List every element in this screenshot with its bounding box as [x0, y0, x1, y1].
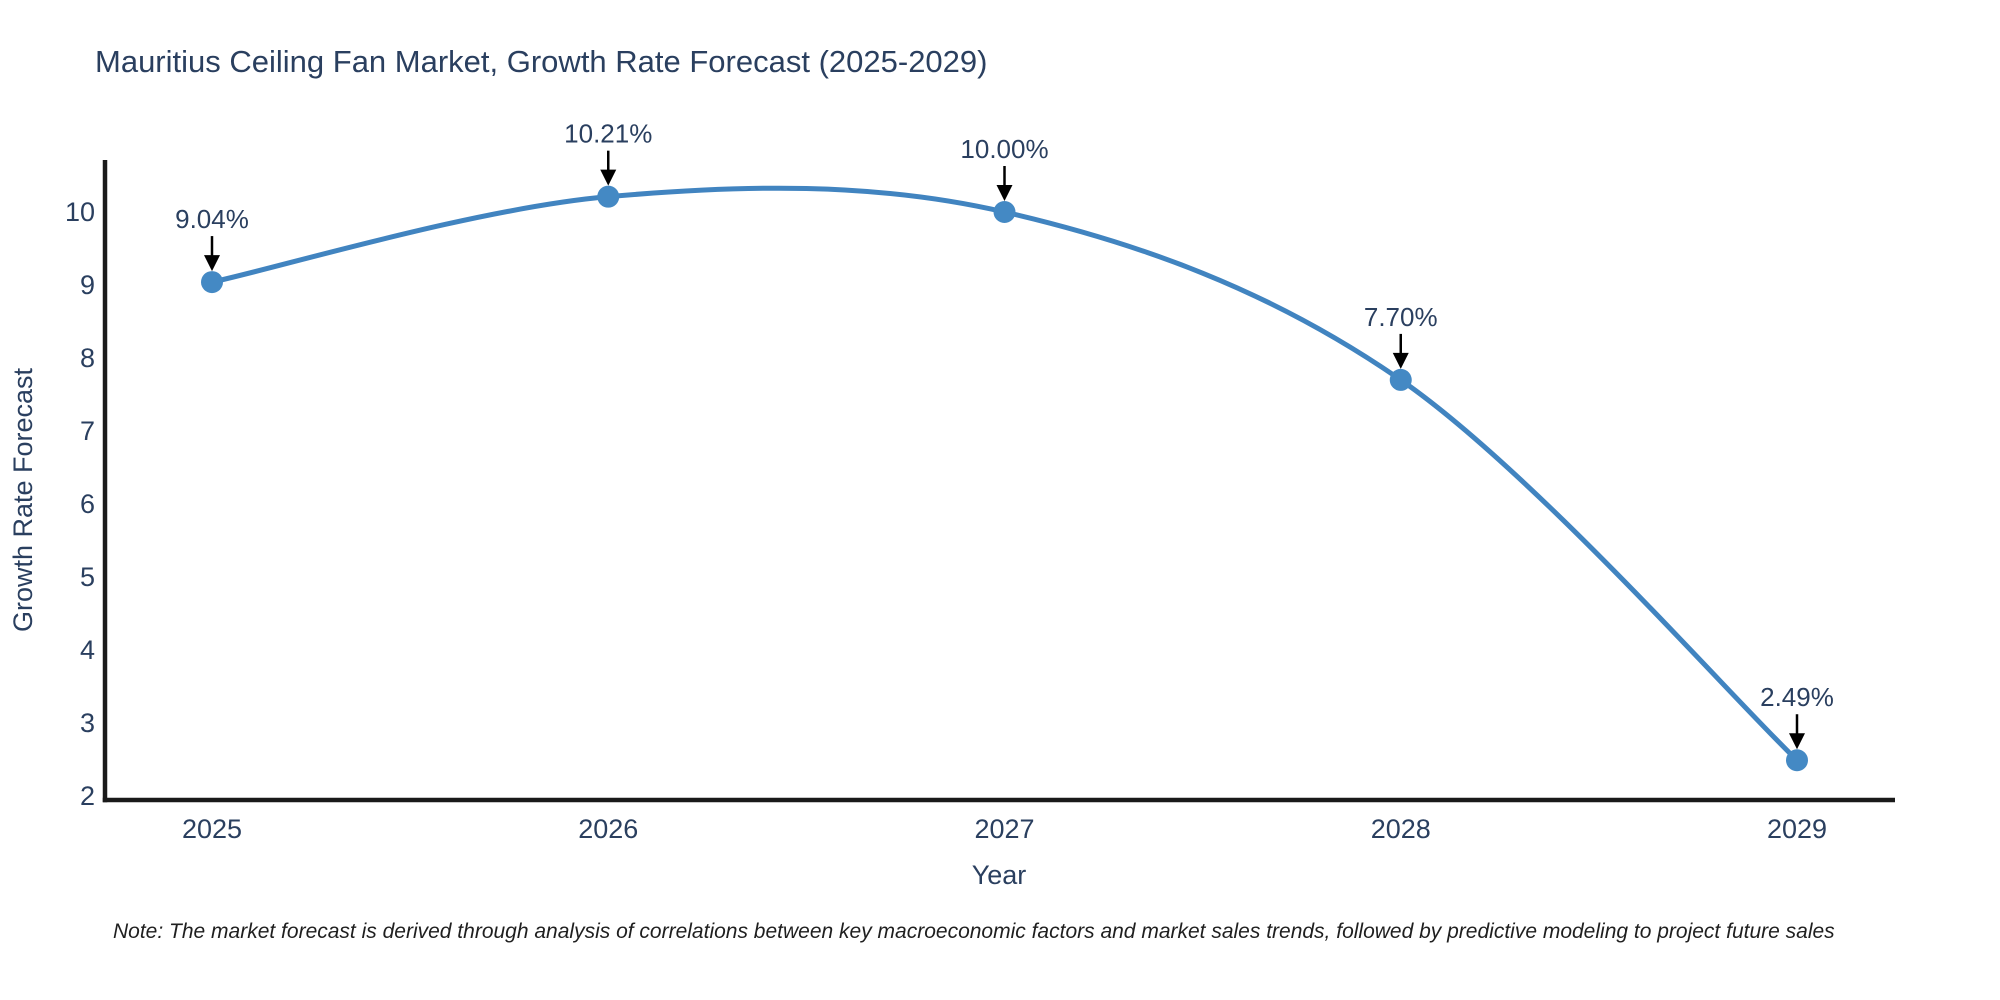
annotation-2025: 9.04%: [175, 204, 249, 272]
annotation-arrowhead-icon: [996, 185, 1013, 201]
annotation-arrowhead-icon: [1392, 352, 1409, 369]
data-point-2025: [201, 271, 223, 294]
annotation-2029: 2.49%: [1760, 682, 1834, 750]
data-point-2026: [597, 185, 620, 208]
annotation-2028: 7.70%: [1364, 302, 1438, 369]
annotation-label: 2.49%: [1760, 682, 1834, 712]
footnote: Note: The market forecast is derived thr…: [113, 920, 1835, 943]
y-tick-label: 6: [80, 489, 95, 519]
data-point-2027: [993, 201, 1016, 223]
x-axis-title: Year: [972, 860, 1027, 890]
forecast-line: [209, 185, 1800, 763]
y-axis-title: Growth Rate Forecast: [8, 367, 38, 632]
y-tick-label: 3: [80, 708, 95, 738]
annotation-2026: 10.21%: [564, 119, 652, 186]
annotation-2027: 10.00%: [960, 134, 1049, 201]
annotation-arrowhead-icon: [1789, 733, 1805, 750]
annotation-label: 10.00%: [960, 134, 1048, 164]
x-tick-label: 2026: [578, 814, 638, 844]
x-tick-label: 2029: [1767, 814, 1827, 844]
data-point-2028: [1389, 368, 1412, 391]
y-tick-label: 5: [80, 562, 95, 592]
y-tick-label: 10: [65, 197, 95, 227]
annotation-arrowhead-icon: [600, 169, 617, 186]
x-tick-label: 2028: [1371, 814, 1431, 844]
y-tick-label: 9: [80, 270, 95, 300]
plot-area: 2 3 4 5 6 7 8 9 10 2025 2026 2027 2028 2029 9.04% 10.21…: [65, 119, 1895, 844]
annotation-label: 7.70%: [1364, 302, 1438, 332]
annotation-label: 10.21%: [564, 119, 652, 149]
y-tick-label: 8: [80, 343, 95, 373]
x-tick-label: 2027: [974, 814, 1034, 844]
y-tick-label: 7: [80, 416, 95, 446]
x-tick-label: 2025: [182, 814, 242, 844]
data-point-2029: [1786, 749, 1808, 772]
chart-title: Mauritius Ceiling Fan Market, Growth Rat…: [95, 44, 987, 79]
annotation-label: 9.04%: [175, 204, 249, 234]
y-tick-label: 4: [80, 635, 95, 665]
y-tick-label: 2: [80, 781, 95, 811]
annotation-arrowhead-icon: [204, 255, 220, 272]
